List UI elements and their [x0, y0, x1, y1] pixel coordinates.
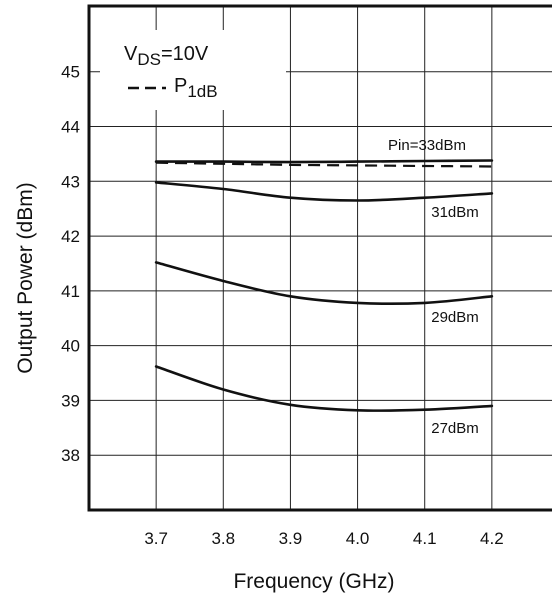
y-tick-label: 41 [61, 282, 80, 301]
curve-label-29dbm: 29dBm [431, 309, 479, 326]
y-tick-label: 45 [61, 63, 80, 82]
series-line-4 [154, 365, 494, 412]
curve-label-27dbm: 27dBm [431, 420, 479, 437]
series-line-3 [154, 261, 494, 306]
y-tick-label: 38 [61, 446, 80, 465]
plot-frame [87, 4, 552, 512]
curve-label-33dbm: Pin=33dBm [388, 137, 466, 154]
x-tick-label: 4.0 [346, 529, 370, 548]
y-tick-label: 43 [61, 172, 80, 191]
x-tick-label: 3.8 [211, 529, 235, 548]
x-tick-label: 3.9 [279, 529, 303, 548]
x-tick-label: 3.7 [144, 529, 168, 548]
legend-condition-main: V [124, 43, 138, 65]
legend-condition-sub: DS [137, 50, 161, 69]
legend-condition-rest: =10V [161, 43, 209, 65]
y-tick-label: 40 [61, 337, 80, 356]
x-tick-label: 4.1 [413, 529, 437, 548]
legend-entry-main: P [174, 75, 187, 97]
y-tick-label: 39 [61, 391, 80, 410]
legend-entry: P1dB [174, 75, 218, 101]
curve-label-31dbm: 31dBm [431, 204, 479, 221]
grid [89, 6, 552, 510]
legend-background [100, 30, 286, 110]
series-line-2 [154, 181, 494, 202]
series-line-1 [156, 161, 492, 168]
x-tick-label: 4.2 [480, 529, 504, 548]
x-axis-label: Frequency (GHz) [233, 570, 394, 593]
y-tick-label: 42 [61, 227, 80, 246]
legend-entry-sub: 1dB [187, 82, 217, 101]
y-axis-label: Output Power (dBm) [14, 182, 37, 373]
legend-condition: VDS=10V [124, 43, 209, 69]
y-tick-label: 44 [61, 118, 80, 137]
series-line-0 [154, 159, 494, 164]
series-layer [154, 159, 494, 412]
tick-labels: 3.7 3.8 3.9 4.0 4.1 4.2 38 39 40 41 42 43 44 45 [61, 63, 504, 548]
curve-labels: Pin=33dBm 31dBm 29dBm 27dBm [388, 137, 479, 437]
